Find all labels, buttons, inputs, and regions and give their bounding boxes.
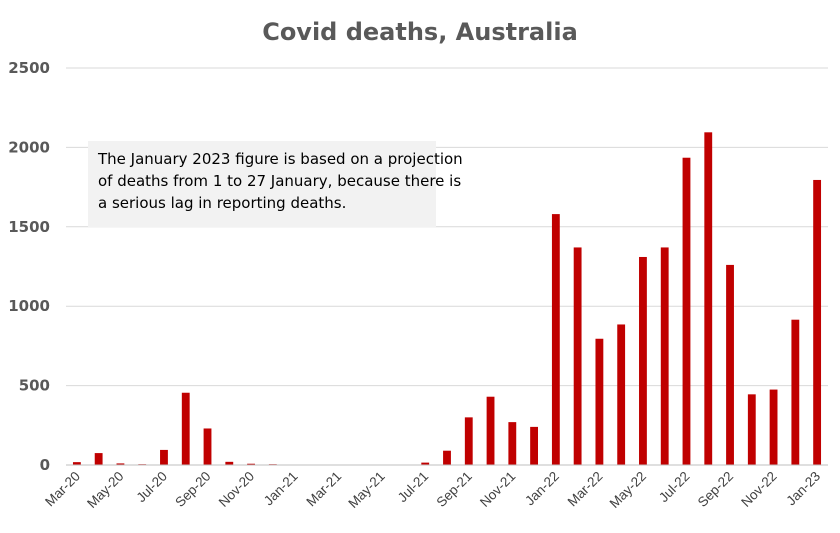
bar [443,450,451,465]
bar [617,324,626,465]
bar [94,453,103,465]
y-tick-label: 1000 [8,297,50,315]
x-tick-label: Mar-22 [565,469,606,510]
bar [704,132,713,465]
x-tick-label: Jul-22 [656,469,693,506]
x-tick-label: Nov-21 [477,469,518,510]
bar [595,338,604,465]
y-tick-label: 0 [40,456,50,474]
x-tick-label: Jan-22 [522,469,562,509]
bar [116,463,125,465]
bar [464,417,473,465]
x-tick-label: Sep-20 [172,469,213,510]
x-tick-label: Jul-20 [133,469,170,506]
x-tick-label: Jul-21 [395,469,432,506]
x-tick-label: Sep-21 [433,469,474,510]
x-axis-tick-labels: Mar-20 May-20 Jul-20 Sep-20 Nov-20 Jan-21 Mar-… [42,469,823,511]
y-tick-label: 2500 [8,59,50,77]
y-axis-tick-labels: 0 500 1000 1500 2000 2500 [8,59,50,474]
bar [72,462,81,465]
x-tick-label: Mar-21 [303,469,344,510]
bar [726,264,734,465]
bar [530,426,539,465]
bar [747,394,756,465]
x-tick-label: Nov-20 [216,469,257,510]
bar [791,319,800,465]
bar [181,392,190,465]
bar [682,157,691,466]
bars [72,132,822,466]
x-tick-label: Mar-20 [42,469,83,510]
y-tick-label: 500 [19,377,50,395]
chart-title: Covid deaths, Australia [262,18,578,46]
annotation-box: The January 2023 figure is based on a pr… [88,141,463,227]
bar [551,214,560,465]
bar [421,462,430,465]
x-tick-label: Sep-22 [695,469,736,510]
bar [486,396,495,465]
x-tick-label: Nov-22 [738,469,779,510]
bar [573,247,582,465]
x-tick-label: May-21 [345,469,387,511]
x-tick-label: Jan-23 [783,469,823,509]
x-tick-label: May-20 [84,469,126,511]
bar [203,428,212,465]
annotation-line-2: of deaths from 1 to 27 January, because … [98,172,461,190]
x-tick-label: Jan-21 [261,469,301,509]
bar [225,461,234,465]
y-tick-label: 2000 [8,138,50,156]
bar [639,256,647,465]
bar [660,247,669,465]
bar [247,463,255,465]
y-tick-label: 1500 [8,218,50,236]
bar [769,389,778,465]
x-tick-label: May-22 [607,469,649,511]
bar [160,449,168,465]
annotation-line-1: The January 2023 figure is based on a pr… [97,150,463,168]
annotation-background [88,141,436,227]
annotation-line-3: a serious lag in reporting deaths. [98,194,346,212]
bar [813,179,822,466]
bar [508,422,517,465]
